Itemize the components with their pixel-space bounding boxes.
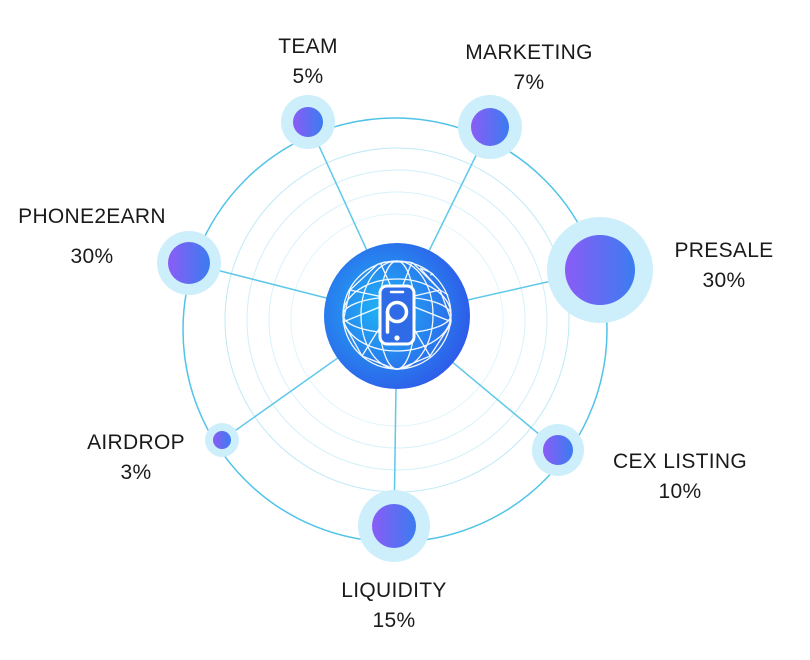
label-team: TEAM 5% (246, 32, 370, 92)
label-airdrop-name: AIRDROP (87, 431, 185, 454)
node-team-dot (293, 107, 323, 137)
node-airdrop (205, 423, 239, 457)
ring-3 (246, 169, 548, 471)
label-presale-percent: 30% (702, 269, 746, 292)
label-phone2earn-name: PHONE2EARN (18, 205, 166, 228)
node-liquidity (358, 490, 430, 562)
node-liquidity-dot (372, 504, 416, 548)
node-marketing (458, 95, 522, 159)
label-airdrop-percent: 3% (120, 461, 152, 484)
label-team-name: TEAM (278, 35, 338, 58)
phone-p-icon (378, 284, 416, 346)
label-phone2earn-percent: 30% (70, 245, 114, 268)
node-team (281, 95, 335, 149)
label-liquidity-name: LIQUIDITY (341, 579, 447, 602)
label-team-percent: 5% (292, 65, 324, 88)
node-airdrop-dot (213, 431, 231, 449)
node-marketing-dot (471, 108, 509, 146)
label-airdrop: AIRDROP 3% (66, 428, 206, 488)
label-presale-name: PRESALE (674, 239, 774, 262)
ring-1 (290, 213, 504, 427)
node-presale (547, 217, 653, 323)
node-phone2earn (157, 231, 221, 295)
label-presale: PRESALE 30% (658, 236, 790, 296)
node-cex-listing (532, 424, 584, 476)
node-presale-dot (565, 235, 635, 305)
label-cex-listing-name: CEX LISTING (613, 450, 747, 473)
label-phone2earn: PHONE2EARN 30% (0, 202, 184, 272)
label-marketing-percent: 7% (513, 71, 545, 94)
label-cex-listing: CEX LISTING 10% (594, 447, 766, 507)
node-cex-listing-dot (543, 435, 573, 465)
center-hub (324, 243, 470, 389)
label-marketing-name: MARKETING (465, 41, 593, 64)
label-cex-listing-percent: 10% (658, 480, 702, 503)
label-marketing: MARKETING 7% (436, 38, 622, 98)
ring-2 (268, 191, 526, 449)
label-liquidity: LIQUIDITY 15% (316, 576, 472, 636)
label-liquidity-percent: 15% (372, 609, 416, 632)
node-phone2earn-dot (168, 242, 210, 284)
